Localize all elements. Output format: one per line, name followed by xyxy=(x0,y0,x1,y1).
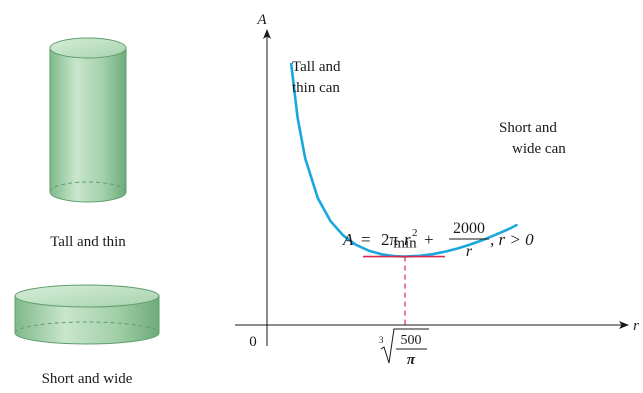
formula-coef: 2π xyxy=(381,230,399,249)
x-tick-radicand-bottom: π xyxy=(407,352,416,368)
origin-label: 0 xyxy=(249,334,257,350)
annotation-short-line1: Short and xyxy=(499,120,557,136)
x-axis-label: r xyxy=(633,318,639,334)
tall-cylinder-top xyxy=(49,37,127,59)
formula-frac-top: 2000 xyxy=(453,220,485,237)
short-wide-cylinder xyxy=(14,284,160,345)
formula-lhs: A xyxy=(342,230,354,249)
tall-cylinder-body xyxy=(49,47,127,203)
min-label: min xyxy=(393,236,417,252)
short-cylinder-top xyxy=(14,284,160,308)
annotation-tall-line1: Tall and xyxy=(292,59,341,75)
formula-var: r xyxy=(404,230,411,249)
short-wide-caption: Short and wide xyxy=(42,371,133,387)
annotation-short-wide-can: Short and wide can xyxy=(499,120,566,157)
x-tick-radicand-top: 500 xyxy=(400,333,421,348)
annotation-short-line2: wide can xyxy=(512,141,566,157)
x-tick-root-index: 3 xyxy=(379,335,384,345)
short-cylinder-body xyxy=(14,295,160,345)
chart-area: A r 0 min 3 500 π A = 2π r 2 + 2000 r , … xyxy=(235,12,639,368)
annotation-tall-thin-can: Tall and thin can xyxy=(292,59,341,96)
x-tick-label: 3 500 π xyxy=(379,328,429,368)
annotation-tall-line2: thin can xyxy=(292,80,340,96)
formula-exp: 2 xyxy=(412,227,418,239)
formula-eq: = xyxy=(361,230,371,249)
tall-thin-cylinder xyxy=(49,37,127,203)
formula-tail: , r > 0 xyxy=(490,230,534,249)
formula-label: A = 2π r 2 + 2000 r , r > 0 xyxy=(342,220,534,260)
formula-plus: + xyxy=(424,230,434,249)
formula-frac-bottom: r xyxy=(466,243,473,260)
short-cylinder-hidden-edge xyxy=(14,321,160,334)
x-tick-radical-sign xyxy=(380,328,429,364)
y-axis-label: A xyxy=(256,12,267,28)
tall-thin-caption: Tall and thin xyxy=(50,234,126,250)
